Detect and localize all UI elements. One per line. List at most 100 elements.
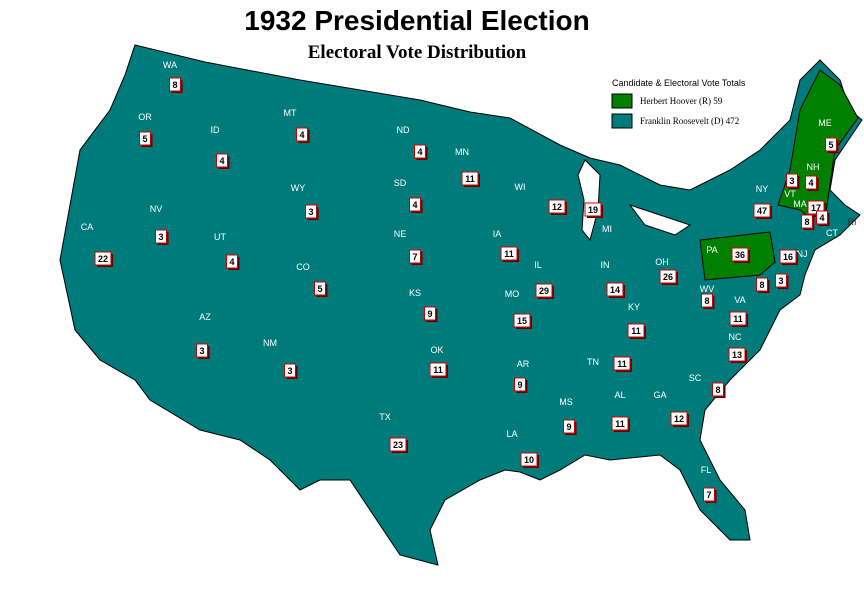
state-abbr: NH (807, 162, 820, 172)
vote-box (701, 293, 713, 308)
lake (577, 159, 601, 242)
electoral-votes: 4 (229, 257, 234, 267)
vote-box (520, 452, 538, 467)
electoral-votes: 11 (617, 359, 627, 369)
legend-title: Candidate & Electoral Vote Totals (612, 78, 746, 88)
electoral-votes: 12 (674, 414, 684, 424)
electoral-votes: 8 (759, 280, 764, 290)
electoral-votes: 4 (299, 130, 304, 140)
state-abbr: VA (734, 295, 745, 305)
vote-box (805, 175, 817, 190)
vote-box (169, 77, 181, 92)
electoral-votes: 14 (610, 285, 620, 295)
electoral-votes: 4 (808, 178, 813, 188)
electoral-votes: 19 (588, 205, 598, 215)
state-abbr: WV (700, 284, 715, 294)
vote-box (429, 362, 447, 377)
state-abbr: IL (534, 260, 542, 270)
state-abbr: WA (163, 60, 177, 70)
vote-box (155, 229, 167, 244)
vote-box (728, 347, 746, 362)
state-abbr: AL (614, 390, 625, 400)
vote-box (409, 249, 421, 264)
electoral-votes: 17 (811, 203, 821, 213)
vote-box (731, 247, 749, 262)
title: 1932 Presidential Election (244, 5, 590, 36)
legend-swatch (611, 113, 633, 129)
lake (628, 204, 692, 236)
state-abbr: NY (756, 184, 769, 194)
vote-box (424, 306, 436, 321)
vote-box (535, 283, 553, 298)
vote-box (216, 153, 228, 168)
state-abbr: PA (706, 245, 717, 255)
vote-box (703, 487, 715, 502)
vote-box (548, 199, 566, 214)
state-abbr: MI (602, 224, 612, 234)
electoral-votes: 12 (552, 202, 562, 212)
electoral-votes: 11 (615, 419, 625, 429)
vote-box (729, 311, 747, 326)
electoral-votes: 4 (417, 147, 422, 157)
state-abbr: NJ (797, 249, 808, 259)
us-outline (59, 44, 863, 566)
vote-box (414, 144, 426, 159)
electoral-votes: 29 (539, 286, 549, 296)
vote-box (314, 281, 326, 296)
electoral-votes: 3 (789, 176, 794, 186)
electoral-votes: 22 (98, 254, 108, 264)
vote-box (606, 282, 624, 297)
electoral-votes: 47 (757, 206, 767, 216)
electoral-votes: 11 (465, 174, 475, 184)
state-abbr: MS (559, 397, 573, 407)
state-abbr: OR (138, 112, 152, 122)
state-abbr: AR (517, 359, 530, 369)
legend-swatch (611, 93, 633, 109)
electoral-votes: 9 (566, 422, 571, 432)
state-abbr: CO (296, 262, 310, 272)
vote-box (613, 356, 631, 371)
electoral-votes: 8 (715, 385, 720, 395)
state-abbr: AZ (199, 312, 211, 322)
electoral-votes: 4 (412, 200, 417, 210)
legend: Herbert Hoover (R) 59 Franklin Roosevelt … (611, 93, 739, 129)
electoral-votes: 11 (733, 314, 743, 324)
electoral-votes: 5 (317, 284, 322, 294)
vote-box (801, 214, 813, 229)
vote-box (753, 203, 771, 218)
electoral-votes: 3 (158, 232, 163, 242)
vote-box (659, 269, 677, 284)
vote-box (139, 131, 151, 146)
state-abbr: GA (653, 390, 666, 400)
vote-box (563, 419, 575, 434)
state-abbr: ME (818, 118, 832, 128)
electoral-votes: 26 (663, 272, 673, 282)
electoral-votes: 3 (778, 276, 783, 286)
electoral-votes: 7 (412, 252, 417, 262)
state-abbr: SC (689, 373, 702, 383)
state-abbr: WI (515, 182, 526, 192)
state-abbr: KS (409, 288, 421, 298)
electoral-votes: 36 (735, 250, 745, 260)
vote-box (461, 171, 479, 186)
state-abbr: ID (211, 125, 221, 135)
vote-box (389, 437, 407, 452)
state-abbr: VT (784, 189, 796, 199)
electoral-votes: 16 (783, 252, 793, 262)
state-abbr: LA (506, 429, 517, 439)
state-abbr: SD (394, 178, 407, 188)
electoral-votes: 8 (704, 296, 709, 306)
electoral-votes: 11 (433, 365, 443, 375)
state-abbr: NM (263, 338, 277, 348)
subtitle: Electoral Vote Distribution (308, 42, 527, 63)
vote-box (514, 377, 526, 392)
vote-box (670, 411, 688, 426)
vote-box (284, 363, 296, 378)
electoral-votes: 7 (706, 490, 711, 500)
state-abbr: RI (848, 217, 857, 227)
vote-box (409, 197, 421, 212)
state-abbr: OH (655, 257, 669, 267)
electoral-votes: 4 (819, 213, 824, 223)
state-abbr: TN (587, 357, 599, 367)
state-abbr: MA (793, 199, 807, 209)
